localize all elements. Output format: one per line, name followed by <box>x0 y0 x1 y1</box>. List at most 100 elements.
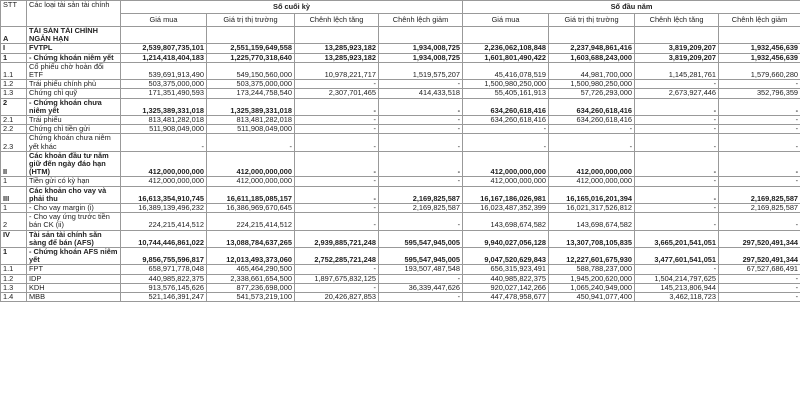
table-body: A TÀI SẢN TÀI CHÍNH NGẮN HẠN I FVTPL 2,539,8… <box>0 25 800 303</box>
value-cell: 412,000,000,000 <box>206 150 295 178</box>
value-cell: 36,339,447,626 <box>377 282 464 294</box>
name-cell: Chứng chỉ quỹ <box>26 88 121 99</box>
value-cell: 595,547,945,005 <box>377 229 464 249</box>
value-cell: 447,478,958,677 <box>462 292 550 303</box>
value-cell: - <box>634 203 720 214</box>
value-cell: 634,260,618,416 <box>548 97 636 117</box>
table-row: IV Tài sản tài chính sẵn sàng để bán (AFS… <box>0 229 800 249</box>
value-cell: 1,325,389,331,018 <box>120 97 207 117</box>
stt-cell: 1 <box>0 52 27 63</box>
value-cell: 440,985,822,375 <box>120 273 207 284</box>
value-cell: - <box>377 273 464 284</box>
value-cell: 16,389,139,496,232 <box>120 203 207 214</box>
value-cell: 920,027,142,266 <box>462 282 550 294</box>
name-cell: - Chứng khoán niêm yết <box>26 52 121 63</box>
name-cell: IDP <box>26 273 121 284</box>
value-cell: - <box>294 282 379 294</box>
value-cell: 1,519,575,207 <box>377 61 464 81</box>
value-cell: 2,169,825,587 <box>377 185 464 205</box>
stt-cell: 2 <box>0 97 27 117</box>
value-cell: - <box>718 150 800 178</box>
value-cell: 3,462,118,723 <box>634 292 720 303</box>
value-cell: 913,576,145,626 <box>120 282 207 294</box>
value-cell: 16,167,186,026,981 <box>462 185 550 205</box>
value-cell: 2,752,285,721,248 <box>294 247 379 266</box>
value-cell: 16,023,487,352,399 <box>462 203 550 214</box>
value-cell: 588,788,237,000 <box>548 264 636 275</box>
stt-cell: A <box>0 25 27 45</box>
value-cell: - <box>634 79 720 90</box>
value-cell: 3,665,201,541,051 <box>634 229 720 249</box>
name-cell: Trái phiếu chính phủ <box>26 79 121 90</box>
stt-cell: I <box>0 43 27 54</box>
name-cell: - Cho vay ứng trước tiền bán CK (ii) <box>26 212 121 231</box>
value-cell: - <box>206 133 295 152</box>
stt-cell: 1.2 <box>0 79 27 90</box>
value-cell: 1,603,688,243,000 <box>548 52 636 63</box>
value-cell: 13,285,923,182 <box>294 52 379 63</box>
table-row: 1.1 Cổ phiếu chờ hoàn đổi ETF 539,691,913,… <box>0 61 800 81</box>
header-name: Các loại tài sản tài chính <box>26 0 121 27</box>
value-cell: - <box>377 115 464 126</box>
empty-cell <box>120 25 207 45</box>
value-cell: 13,285,923,182 <box>294 43 379 54</box>
value-cell: 3,819,209,207 <box>634 43 720 54</box>
value-cell: 1,500,980,250,000 <box>462 79 550 90</box>
value-cell: - <box>377 124 464 135</box>
value-cell: 2,169,825,587 <box>718 185 800 205</box>
name-cell: Các khoản đầu tư nắm giữ đến ngày đáo hạ… <box>26 150 121 178</box>
value-cell: 595,547,945,005 <box>377 247 464 266</box>
value-cell: 465,464,290,500 <box>206 264 295 275</box>
value-cell: 13,307,708,105,835 <box>548 229 636 249</box>
name-cell: TÀI SẢN TÀI CHÍNH NGẮN HẠN <box>26 25 121 45</box>
value-cell: 10,744,446,861,022 <box>120 229 207 249</box>
name-cell: KDH <box>26 282 121 294</box>
value-cell: - <box>294 133 379 152</box>
stt-cell: 1 <box>0 176 27 187</box>
value-cell: - <box>634 176 720 187</box>
value-cell: 3,477,601,541,051 <box>634 247 720 266</box>
value-cell: - <box>120 133 207 152</box>
value-cell: 16,165,016,201,394 <box>548 185 636 205</box>
value-cell: 2,169,825,587 <box>377 203 464 214</box>
value-cell: - <box>718 212 800 231</box>
sub-header: Chênh lệch giảm <box>718 13 800 27</box>
value-cell: 877,236,698,000 <box>206 282 295 294</box>
name-cell: Cổ phiếu chờ hoàn đổi ETF <box>26 61 121 81</box>
table-row: 2.3 Chứng khoán chưa niêm yết khác - - - - - - -… <box>0 133 800 152</box>
value-cell: 549,150,560,000 <box>206 61 295 81</box>
name-cell: Các khoản cho vay và phải thu <box>26 185 121 205</box>
value-cell: - <box>294 176 379 187</box>
value-cell: 2,673,927,446 <box>634 88 720 99</box>
value-cell: 20,426,827,853 <box>294 292 379 303</box>
value-cell: 171,351,490,593 <box>120 88 207 99</box>
value-cell: 16,611,185,085,157 <box>206 185 295 205</box>
table-row: 2- Chứng khoán chưa niêm yết 1,325,389,33… <box>0 97 800 117</box>
value-cell: - <box>548 124 636 135</box>
value-cell: - <box>634 185 720 205</box>
stt-cell: II <box>0 150 27 178</box>
value-cell: 45,416,078,519 <box>462 61 550 81</box>
value-cell: 414,433,518 <box>377 88 464 99</box>
table-row: 1.2 Trái phiếu chính phủ 503,375,000,000 50… <box>0 79 800 90</box>
value-cell: - <box>462 124 550 135</box>
value-cell: - <box>634 124 720 135</box>
stt-cell: 2.2 <box>0 124 27 135</box>
value-cell: 1,504,214,797,625 <box>634 273 720 284</box>
value-cell: 143,698,674,582 <box>462 212 550 231</box>
value-cell: 634,260,618,416 <box>462 115 550 126</box>
name-cell: FVTPL <box>26 43 121 54</box>
value-cell: 412,000,000,000 <box>462 150 550 178</box>
value-cell: 12,013,493,373,060 <box>206 247 295 266</box>
value-cell: 813,481,282,018 <box>206 115 295 126</box>
table-row: 2- Cho vay ứng trước tiền bán CK (ii) 224… <box>0 212 800 231</box>
stt-cell: 2.1 <box>0 115 27 126</box>
value-cell: 412,000,000,000 <box>120 150 207 178</box>
empty-cell <box>206 25 295 45</box>
value-cell: 541,573,219,100 <box>206 292 295 303</box>
empty-cell <box>634 25 720 45</box>
stt-cell: 1 <box>0 203 27 214</box>
value-cell: 656,315,923,491 <box>462 264 550 275</box>
table-row: I FVTPL 2,539,807,735,101 2,551,159,649,558… <box>0 43 800 54</box>
table-row: 1- Chứng khoán AFS niêm yết 9,856,755,596… <box>0 247 800 266</box>
